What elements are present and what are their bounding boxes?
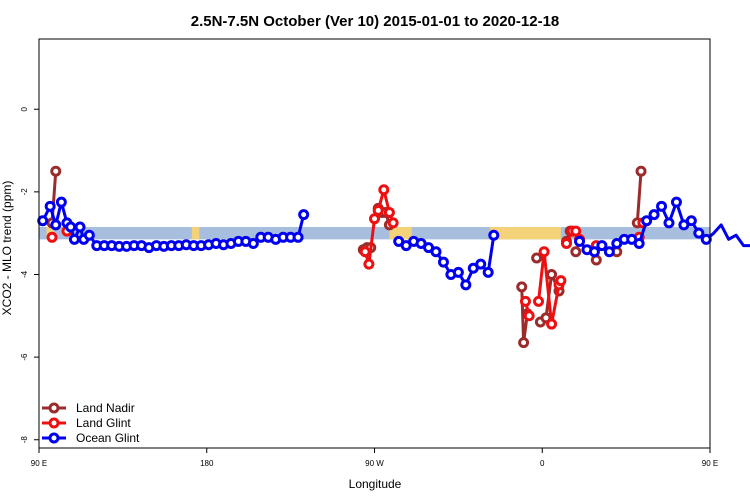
data-point (363, 258, 375, 270)
data-point (538, 246, 550, 258)
data-point (387, 217, 399, 229)
land-band-segment (389, 226, 412, 240)
chart-title: 2.5N-7.5N October (Ver 10) 2015-01-01 to… (191, 13, 560, 30)
legend-marker (48, 417, 60, 429)
data-point (37, 215, 49, 227)
series-ocean-glint (37, 196, 750, 291)
x-axis-label: Longitude (349, 477, 402, 491)
data-point (700, 233, 712, 245)
data-point (633, 238, 645, 249)
data-point (55, 196, 67, 208)
data-point (663, 217, 675, 229)
y-tick-label: -4 (20, 270, 29, 278)
data-point (292, 231, 304, 243)
x-tick-label: 180 (200, 459, 214, 468)
data-point (46, 231, 58, 243)
legend-label: Land Nadir (76, 401, 135, 415)
series-line (578, 200, 750, 254)
data-point (590, 254, 602, 266)
data-point (50, 165, 62, 177)
data-point (685, 215, 697, 227)
legend-label: Ocean Glint (76, 431, 140, 445)
data-point (372, 204, 384, 216)
data-point (452, 266, 464, 278)
data-point (546, 318, 558, 330)
data-point (74, 221, 86, 233)
data-point (588, 246, 600, 258)
data-point (359, 246, 371, 258)
data-series (37, 165, 750, 349)
data-point (460, 279, 472, 291)
data-point (65, 221, 77, 233)
data-point (44, 200, 56, 212)
axes: 90 E 180 90 W 0 90 E 0 -2 -4 -6 -8 (20, 106, 718, 468)
data-point (693, 227, 705, 239)
data-point (670, 196, 682, 208)
data-point (516, 281, 528, 293)
data-point (555, 275, 567, 287)
plot-frame (38, 38, 711, 449)
data-point (383, 207, 395, 219)
data-point (523, 310, 535, 322)
data-point (298, 209, 310, 221)
y-axis-label: XCO2 - MLO trend (ppm) (0, 181, 14, 316)
data-point (68, 233, 80, 245)
data-point (369, 213, 380, 225)
data-point (482, 266, 494, 278)
data-point (518, 337, 530, 349)
land-ocean-band (39, 226, 710, 240)
series-land-nadir (46, 165, 647, 349)
x-tick-label: 0 (540, 459, 545, 468)
data-point (641, 215, 653, 227)
land-band-segment (191, 226, 200, 240)
data-point (570, 246, 582, 258)
data-point (570, 225, 582, 237)
data-point (247, 238, 259, 249)
data-point (546, 268, 558, 280)
data-point (50, 219, 62, 231)
y-tick-label: 0 (20, 106, 29, 111)
data-point (656, 200, 668, 212)
y-tick-label: -6 (20, 353, 29, 361)
data-point (488, 229, 500, 241)
data-point (437, 256, 449, 268)
y-tick-label: -8 (20, 436, 29, 444)
data-point (83, 229, 95, 241)
data-point (560, 238, 572, 249)
data-point (596, 240, 608, 252)
data-point (430, 246, 442, 258)
x-tick-label: 90 W (365, 459, 384, 468)
series-line (635, 171, 643, 223)
series-land-glint (46, 184, 649, 330)
y-tick-label: -2 (20, 188, 29, 196)
legend-label: Land Glint (76, 416, 131, 430)
x-tick-label: 90 E (31, 459, 47, 468)
land-band-segment (490, 226, 561, 240)
legend-marker (48, 432, 60, 444)
data-point (475, 258, 487, 270)
data-point (635, 165, 647, 177)
data-point (378, 184, 390, 196)
data-point (519, 295, 531, 307)
data-point (574, 235, 586, 247)
legend-marker (48, 402, 60, 414)
data-point (648, 209, 660, 221)
data-point (533, 295, 545, 307)
data-point (603, 246, 615, 258)
data-point (531, 252, 543, 264)
x-tick-label: 90 E (702, 459, 718, 468)
